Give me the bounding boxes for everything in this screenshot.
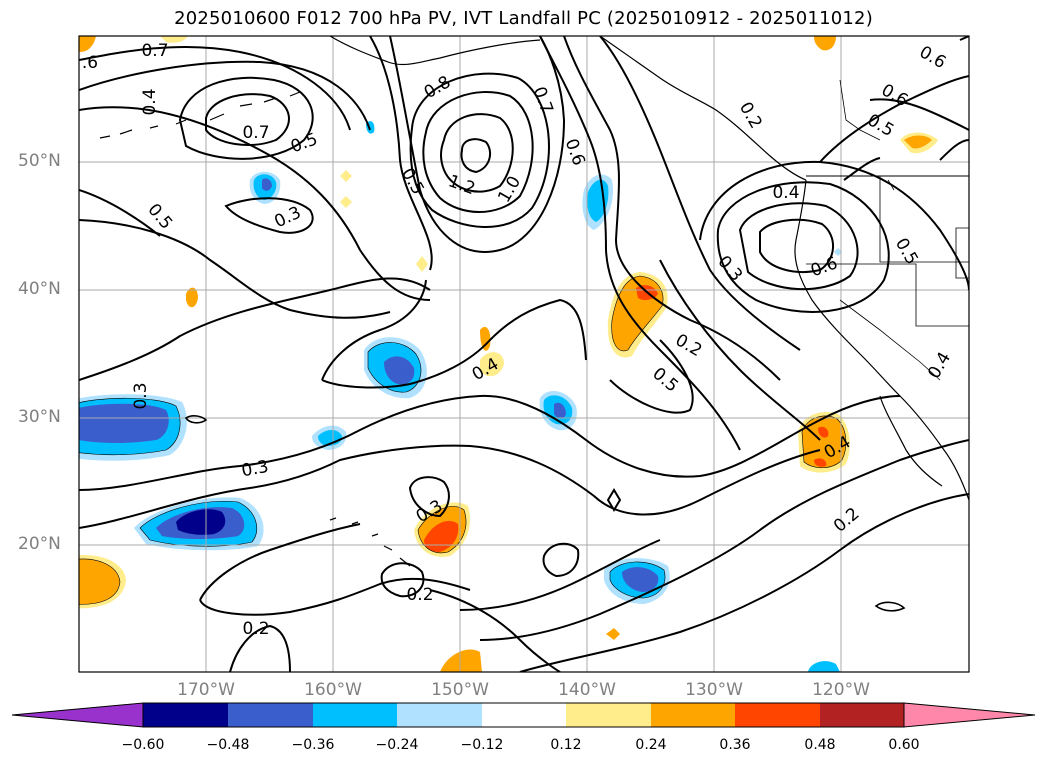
colorbar-swatch bbox=[735, 703, 820, 727]
fill-pos-region bbox=[416, 256, 428, 272]
lon-label: 160°W bbox=[304, 680, 362, 700]
colorbar-swatch bbox=[820, 703, 904, 727]
fill-neg-region bbox=[808, 661, 840, 672]
coastlines bbox=[99, 36, 969, 567]
fill-pos-region bbox=[480, 326, 491, 351]
colorbar-tick-label: −0.36 bbox=[291, 737, 335, 753]
colorbar-tick-label: 0.60 bbox=[888, 737, 920, 753]
lon-label: 150°W bbox=[431, 680, 489, 700]
colorbar-tick-label: 0.12 bbox=[550, 737, 582, 753]
fill-pos-region bbox=[79, 36, 96, 52]
colorbar-swatch bbox=[566, 703, 651, 727]
map-title: 2025010600 F012 700 hPa PV, IVT Landfall… bbox=[174, 8, 873, 29]
fill-pos-region bbox=[802, 415, 846, 468]
fill-neg-region bbox=[79, 403, 169, 443]
contour-label: 0.4 bbox=[140, 88, 160, 115]
colorbar bbox=[11, 702, 1036, 728]
fill-pos-region bbox=[440, 649, 482, 672]
fill-pos-region bbox=[904, 135, 932, 149]
lon-label: 130°W bbox=[685, 680, 743, 700]
fill-pos-region bbox=[424, 520, 459, 552]
lat-label: 50°N bbox=[18, 151, 61, 171]
fill-neg-region bbox=[176, 509, 226, 535]
fill-pos-region bbox=[186, 287, 198, 308]
contour-label: 0.2 bbox=[406, 585, 433, 605]
lat-label: 30°N bbox=[18, 407, 61, 427]
fill-neg-region bbox=[554, 402, 566, 419]
contour-label: 0.3 bbox=[131, 382, 151, 409]
fill-neg-region bbox=[262, 178, 272, 191]
fill-pos-region bbox=[160, 36, 188, 43]
colorbar-swatch bbox=[397, 703, 482, 727]
contour-label: 0.3 bbox=[240, 457, 270, 481]
colorbar-outline bbox=[142, 702, 905, 728]
fill-neg-region bbox=[384, 356, 415, 385]
colorbar-extend-low bbox=[11, 702, 144, 728]
fill-pos-region bbox=[814, 458, 827, 467]
fill-pos-region bbox=[340, 196, 352, 208]
colorbar-swatch bbox=[143, 703, 228, 727]
colorbar-extend-high bbox=[903, 702, 1036, 728]
lon-label: 120°W bbox=[812, 680, 870, 700]
colorbar-tick-label: −0.60 bbox=[121, 737, 165, 753]
pv-contours bbox=[79, 36, 969, 672]
anomaly-fills bbox=[79, 36, 938, 672]
lon-label: 140°W bbox=[558, 680, 616, 700]
fill-pos-region bbox=[814, 36, 836, 51]
contour-label: .6 bbox=[82, 53, 98, 73]
colorbar-swatch bbox=[651, 703, 735, 727]
colorbar-tick-label: −0.24 bbox=[375, 737, 419, 753]
fill-pos-region bbox=[480, 352, 504, 377]
fill-pos-region bbox=[606, 628, 620, 640]
map-frame-bg bbox=[79, 36, 969, 672]
colorbar-swatch bbox=[313, 703, 397, 727]
fill-pos-region bbox=[818, 426, 829, 438]
colorbar-tick-label: −0.48 bbox=[206, 737, 250, 753]
colorbar-tick-label: −0.12 bbox=[460, 737, 504, 753]
map-frame bbox=[78, 35, 970, 673]
lat-label: 20°N bbox=[18, 534, 61, 554]
colorbar-tick-label: 0.36 bbox=[719, 737, 751, 753]
contour-label: 0.7 bbox=[242, 123, 269, 143]
colorbar-tick-label: 0.24 bbox=[635, 737, 667, 753]
contour-label: 0.4 bbox=[772, 183, 799, 203]
contour-label: 0.7 bbox=[141, 41, 168, 61]
colorbar-swatch bbox=[482, 703, 566, 727]
fill-pos-region bbox=[79, 559, 120, 605]
fill-neg-region bbox=[834, 248, 842, 256]
colorbar-tick-label: 0.48 bbox=[804, 737, 836, 753]
colorbar-swatch bbox=[228, 703, 313, 727]
fill-pos-region bbox=[340, 170, 352, 182]
fill-neg-region bbox=[622, 567, 659, 592]
lat-label: 40°N bbox=[18, 279, 61, 299]
contour-label: 0.2 bbox=[242, 619, 269, 639]
lon-label: 170°W bbox=[177, 680, 235, 700]
